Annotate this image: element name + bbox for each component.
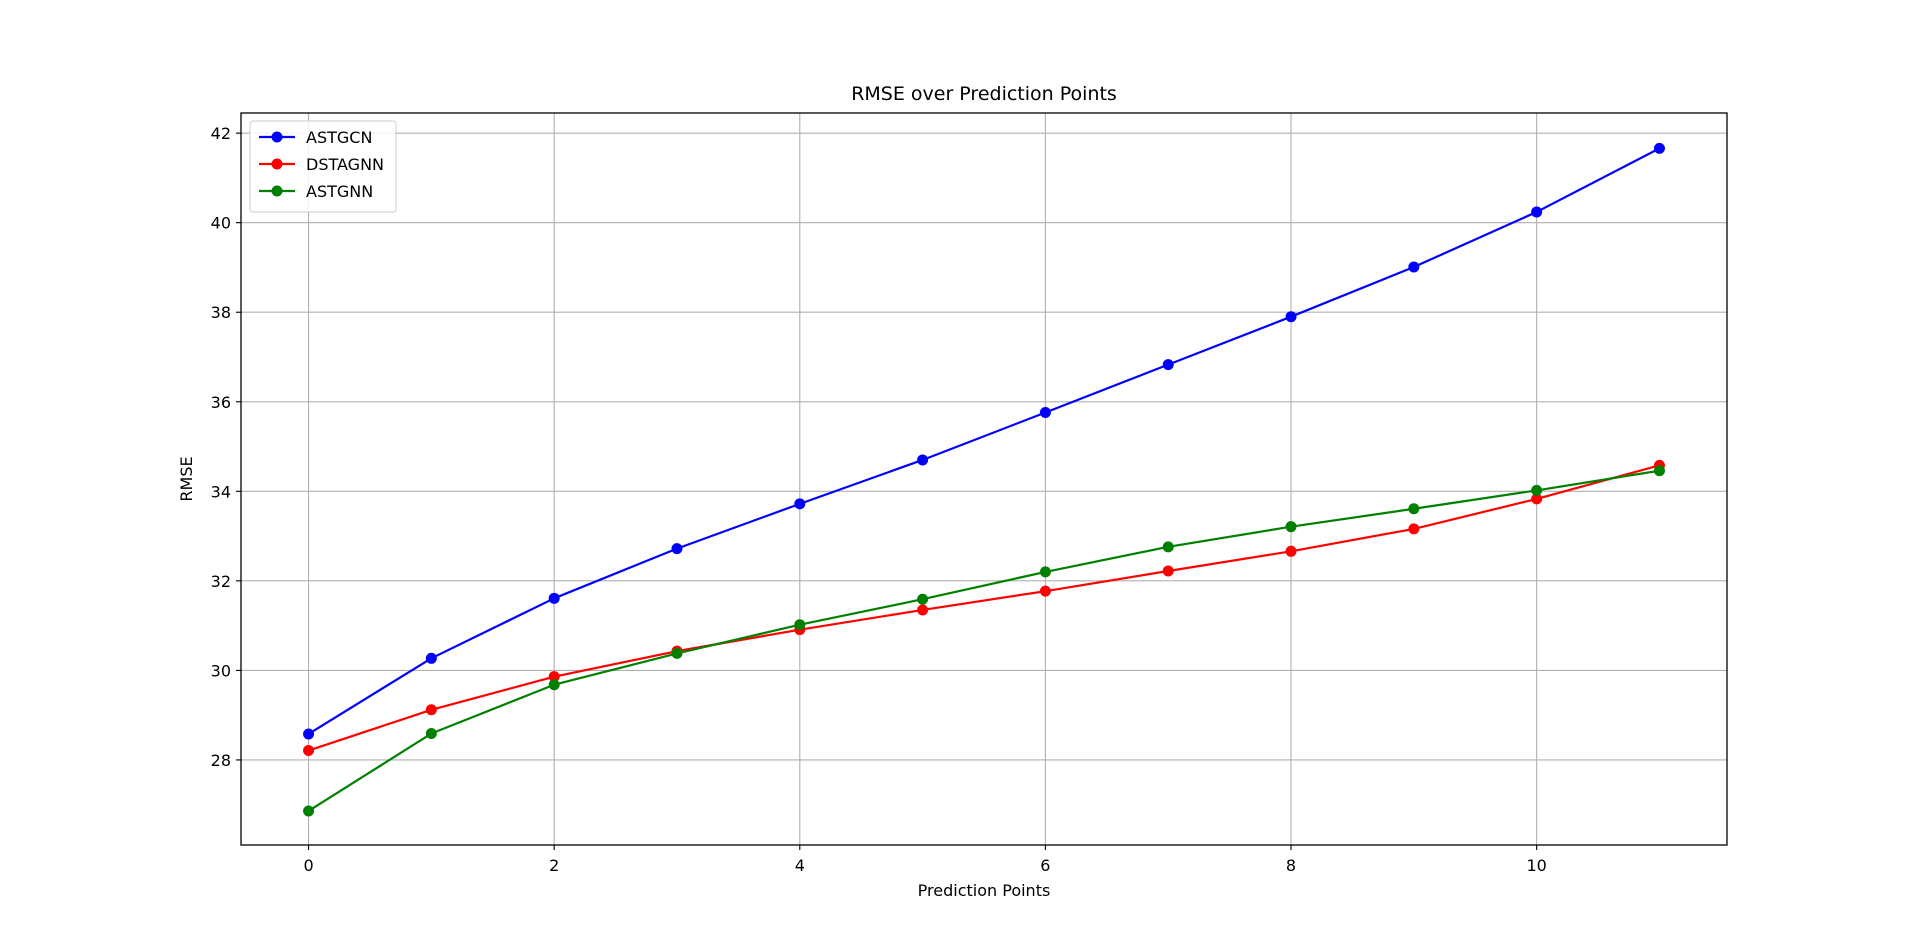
legend-marker bbox=[271, 185, 283, 197]
data-point-astgcn bbox=[1162, 359, 1174, 371]
data-point-astgnn bbox=[425, 728, 437, 740]
x-tick-label: 2 bbox=[549, 856, 559, 875]
series-line-astgcn bbox=[307, 147, 1660, 735]
series-line-astgnn bbox=[307, 469, 1660, 812]
y-tick-label: 32 bbox=[211, 572, 231, 591]
y-tick-label: 30 bbox=[211, 661, 231, 680]
data-point-dstagnn bbox=[1039, 585, 1051, 597]
series-astgnn bbox=[303, 465, 1665, 817]
series-astgcn bbox=[303, 142, 1665, 740]
data-point-astgnn bbox=[1285, 521, 1297, 533]
y-tick-label: 36 bbox=[211, 393, 231, 412]
y-tick-label: 38 bbox=[211, 303, 231, 322]
data-point-astgcn bbox=[1039, 407, 1051, 419]
plot-frame bbox=[240, 112, 1728, 846]
data-point-astgnn bbox=[303, 805, 315, 817]
data-point-astgcn bbox=[425, 652, 437, 664]
data-point-astgcn bbox=[671, 543, 683, 555]
axis-ticks: 0 2 4 6 8 10 28 30 32 34 36 38 40 42 bbox=[211, 124, 1547, 875]
data-point-astgnn bbox=[548, 679, 560, 691]
legend-box bbox=[249, 120, 397, 213]
y-tick-label: 40 bbox=[211, 214, 231, 233]
data-point-astgnn bbox=[1653, 465, 1665, 477]
y-tick-label: 42 bbox=[211, 124, 231, 143]
legend-marker bbox=[271, 158, 283, 170]
data-point-dstagnn bbox=[1531, 493, 1543, 505]
x-tick-label: 4 bbox=[795, 856, 805, 875]
x-tick-label: 8 bbox=[1286, 856, 1296, 875]
y-tick-label: 28 bbox=[211, 751, 231, 770]
data-point-dstagnn bbox=[303, 745, 315, 757]
data-point-dstagnn bbox=[917, 604, 929, 616]
legend-label: ASTGCN bbox=[306, 128, 372, 147]
x-tick-label: 10 bbox=[1526, 856, 1546, 875]
data-point-astgcn bbox=[1653, 142, 1665, 154]
data-point-dstagnn bbox=[1408, 523, 1420, 535]
data-point-astgnn bbox=[1162, 541, 1174, 553]
data-point-dstagnn bbox=[548, 671, 560, 683]
data-point-astgnn bbox=[1531, 484, 1543, 496]
data-point-astgcn bbox=[303, 728, 315, 740]
x-axis-title: Prediction Points bbox=[918, 881, 1051, 900]
gridlines bbox=[241, 113, 1727, 845]
data-point-astgcn bbox=[794, 498, 806, 510]
data-point-astgnn bbox=[1408, 503, 1420, 515]
data-point-astgcn bbox=[1285, 311, 1297, 323]
series-dstagnn bbox=[303, 459, 1665, 757]
series-line-dstagnn bbox=[308, 464, 1660, 752]
legend-label: ASTGNN bbox=[306, 182, 373, 201]
x-tick-label: 6 bbox=[1040, 856, 1050, 875]
data-point-astgcn bbox=[917, 454, 929, 466]
data-point-dstagnn bbox=[1162, 565, 1174, 577]
data-point-dstagnn bbox=[425, 704, 437, 716]
data-point-astgnn bbox=[794, 619, 806, 631]
data-point-astgnn bbox=[1039, 566, 1051, 578]
legend-item: ASTGNN bbox=[259, 182, 373, 201]
series-lines bbox=[303, 142, 1665, 817]
y-axis-title: RMSE bbox=[177, 456, 196, 501]
data-point-astgnn bbox=[671, 647, 683, 659]
data-point-astgnn bbox=[917, 593, 929, 605]
x-tick-label: 0 bbox=[303, 856, 313, 875]
data-point-astgcn bbox=[548, 592, 560, 604]
data-point-astgcn bbox=[1531, 206, 1543, 218]
legend-marker bbox=[271, 131, 283, 143]
legend-label: DSTAGNN bbox=[306, 155, 384, 174]
chart-title: RMSE over Prediction Points bbox=[851, 83, 1117, 105]
data-point-astgcn bbox=[1408, 261, 1420, 273]
data-point-dstagnn bbox=[1285, 545, 1297, 557]
legend-item: ASTGCN bbox=[259, 128, 372, 147]
legend-item: DSTAGNN bbox=[259, 155, 384, 174]
y-tick-label: 34 bbox=[211, 482, 231, 501]
legend: ASTGCN DSTAGNN ASTGNN bbox=[249, 120, 397, 213]
